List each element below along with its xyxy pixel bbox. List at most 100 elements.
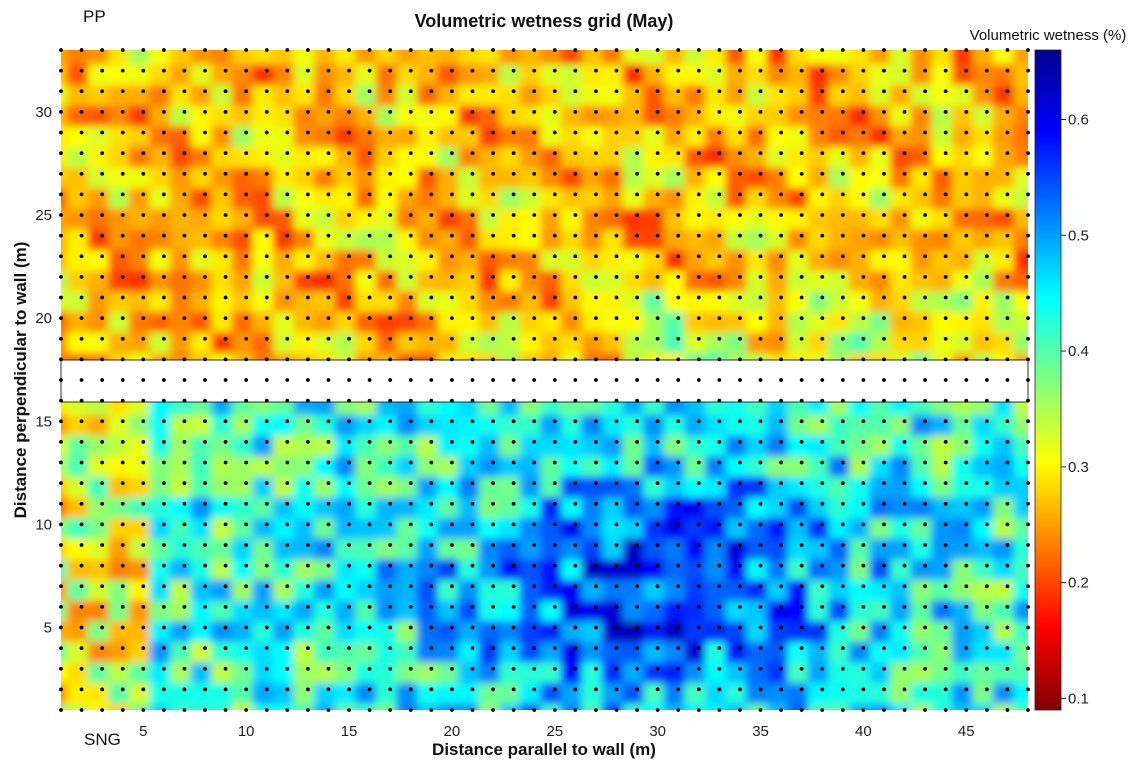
sample-point: [120, 687, 125, 692]
sample-point: [388, 192, 393, 197]
sample-point: [676, 687, 681, 692]
sample-point: [902, 357, 907, 362]
sample-point: [594, 295, 598, 300]
sample-point: [614, 109, 619, 114]
sample-point: [1026, 522, 1030, 527]
sample-point: [943, 439, 948, 444]
colorbar-tick-label: 0.5: [1068, 227, 1089, 244]
sample-point: [758, 109, 763, 114]
sample-point: [1005, 687, 1010, 692]
sample-point: [511, 89, 516, 94]
sample-point: [182, 501, 187, 506]
sample-point: [758, 233, 763, 238]
sample-point: [738, 109, 742, 114]
sample-point: [223, 460, 228, 465]
sample-point: [223, 316, 228, 321]
sample-point: [594, 68, 598, 73]
colorbar-title: Volumetric wetness (%): [970, 27, 1127, 44]
sample-point: [223, 439, 228, 444]
sample-point: [552, 171, 557, 176]
sample-point: [1005, 213, 1010, 217]
sample-point: [347, 213, 351, 217]
sample-point: [161, 563, 166, 568]
sample-point: [347, 233, 351, 238]
sample-point: [552, 563, 557, 568]
sample-point: [1005, 439, 1010, 444]
sample-point: [696, 439, 701, 444]
sample-point: [161, 109, 166, 114]
sample-point: [923, 584, 928, 589]
sample-point: [943, 543, 948, 547]
sample-point: [367, 398, 372, 403]
sample-point: [388, 543, 393, 547]
sample-point: [450, 625, 454, 630]
sample-point: [614, 357, 619, 362]
sample-point: [388, 316, 393, 321]
sample-point: [59, 89, 63, 94]
sample-point: [594, 522, 598, 527]
sample-point: [902, 604, 907, 609]
sample-point: [594, 89, 598, 94]
sample-point: [264, 398, 269, 403]
sample-point: [676, 543, 681, 547]
sample-point: [1026, 708, 1030, 712]
sample-point: [635, 625, 639, 630]
sample-point: [717, 522, 722, 527]
sample-point: [635, 439, 639, 444]
sample-point: [820, 378, 825, 382]
sample-point: [552, 68, 557, 73]
sample-point: [223, 522, 228, 527]
sample-point: [840, 109, 845, 114]
sample-point: [182, 646, 187, 651]
sample-point: [984, 274, 989, 279]
sample-point: [203, 398, 207, 403]
sample-point: [1026, 357, 1030, 362]
sample-point: [120, 460, 125, 465]
sample-point: [450, 171, 454, 176]
sample-point: [79, 130, 84, 135]
sample-point: [511, 109, 516, 114]
sample-point: [840, 274, 845, 279]
sample-point: [120, 501, 125, 506]
sample-point: [923, 316, 928, 321]
sample-point: [367, 378, 372, 382]
sample-point: [59, 666, 63, 671]
sample-point: [676, 233, 681, 238]
sample-point: [861, 295, 866, 300]
sample-point: [902, 48, 907, 52]
sample-point: [244, 419, 249, 424]
sample-point: [285, 109, 290, 114]
sample-point: [820, 213, 825, 217]
sample-point: [347, 109, 351, 114]
sample-point: [244, 233, 249, 238]
x-tick-label: 35: [752, 723, 769, 740]
sample-point: [738, 666, 742, 671]
sample-point: [305, 687, 310, 692]
y-tick-label: 5: [44, 620, 52, 637]
sample-point: [491, 48, 495, 52]
sample-point: [450, 522, 454, 527]
sample-point: [738, 295, 742, 300]
sample-point: [676, 646, 681, 651]
sample-point: [984, 604, 989, 609]
sample-point: [347, 543, 351, 547]
sample-point: [552, 687, 557, 692]
sample-point: [758, 274, 763, 279]
sample-point: [305, 625, 310, 630]
sample-point: [779, 171, 784, 176]
sample-point: [223, 378, 228, 382]
sample-point: [367, 584, 372, 589]
sample-point: [511, 604, 516, 609]
sample-point: [285, 481, 290, 486]
sample-point: [552, 130, 557, 135]
sample-point: [717, 89, 722, 94]
sample-point: [429, 584, 434, 589]
sample-point: [984, 130, 989, 135]
sample-point: [552, 625, 557, 630]
sample-point: [861, 254, 866, 259]
sample-point: [614, 708, 619, 712]
sample-point: [614, 192, 619, 197]
sample-point: [840, 336, 845, 341]
sample-point: [347, 460, 351, 465]
sample-point: [120, 233, 125, 238]
